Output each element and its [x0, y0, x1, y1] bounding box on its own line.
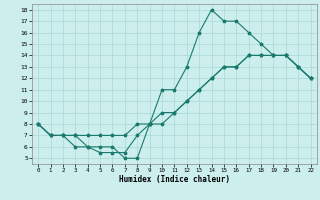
X-axis label: Humidex (Indice chaleur): Humidex (Indice chaleur)	[119, 175, 230, 184]
